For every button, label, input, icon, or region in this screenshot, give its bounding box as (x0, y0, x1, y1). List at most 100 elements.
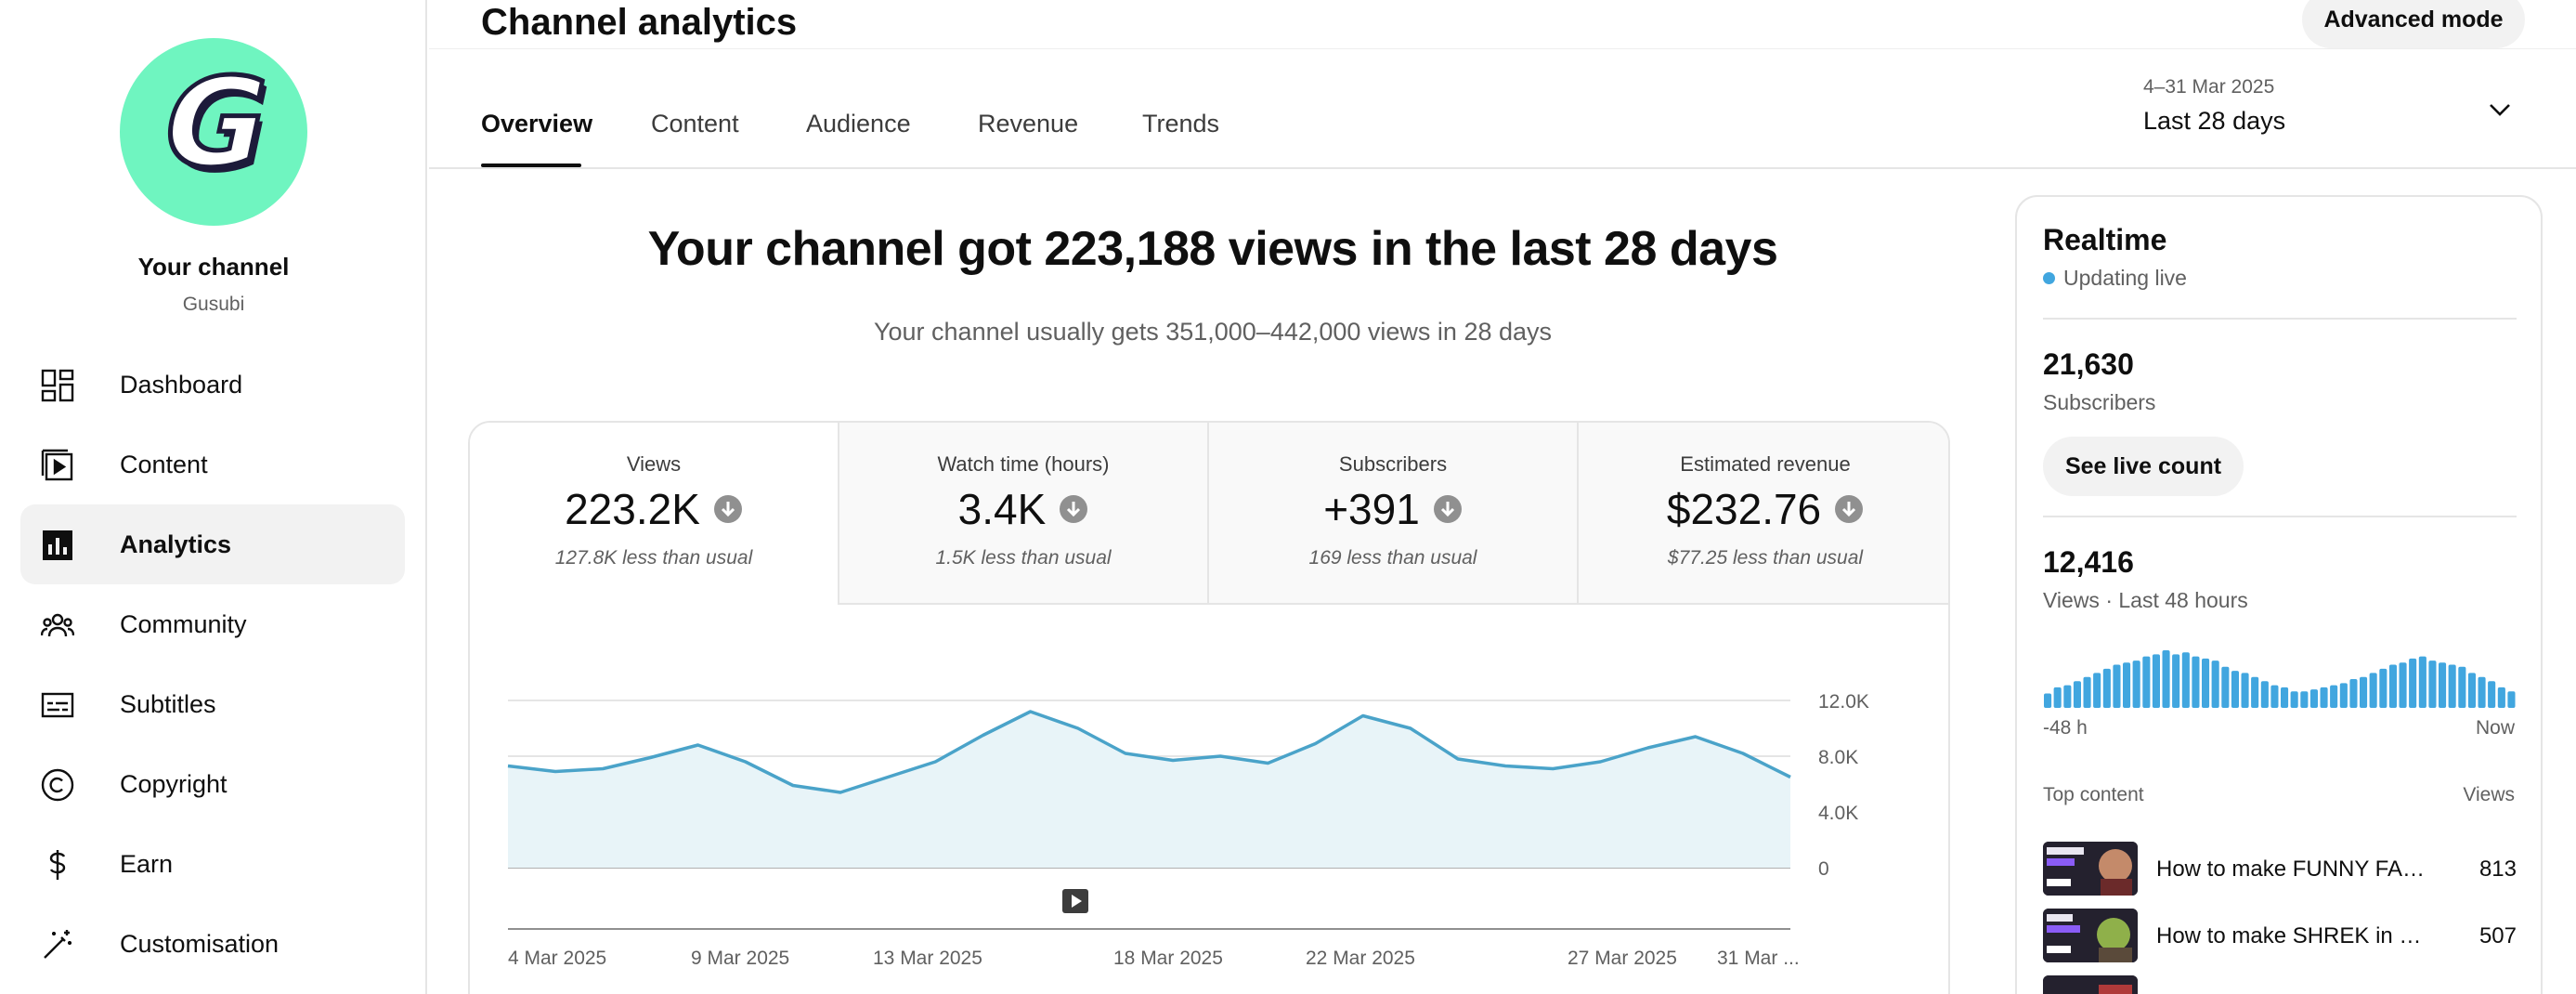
top-content-title: How to make FUNNY FACE... (2156, 857, 2435, 882)
x-tick-label: 4 Mar 2025 (508, 948, 606, 969)
x-tick-label: 31 Mar ... (1717, 948, 1800, 969)
arrow-down-icon (713, 495, 742, 523)
realtime-bar (2231, 671, 2239, 708)
metrics-card: Views 223.2K 127.8K less than usual Watc… (468, 421, 1950, 994)
realtime-bar (2399, 662, 2407, 708)
sidebar-item-community[interactable]: Community (20, 584, 405, 664)
x-tick-label: 22 Mar 2025 (1306, 948, 1415, 969)
y-tick-label: 4.0K (1818, 803, 1858, 824)
dashboard-icon (41, 369, 74, 402)
realtime-bar (2181, 652, 2190, 708)
tab-content[interactable]: Content (651, 110, 739, 137)
chevron-down-icon[interactable] (2487, 97, 2513, 123)
x-tick-label: 9 Mar 2025 (691, 948, 789, 969)
sidebar-item-label: Dashboard (120, 370, 243, 399)
realtime-subscribers-label: Subscribers (2043, 390, 2156, 414)
realtime-bar-chart[interactable] (2043, 634, 2517, 708)
realtime-bar (2388, 664, 2397, 708)
realtime-bar (2330, 685, 2338, 708)
realtime-bar (2488, 681, 2496, 708)
channel-avatar[interactable]: G G (120, 38, 307, 226)
realtime-bar (2418, 656, 2426, 708)
realtime-bar (2428, 660, 2437, 708)
realtime-bar (2221, 666, 2230, 708)
metric-tab-watch-time[interactable]: Watch time (hours) 3.4K 1.5K less than u… (839, 423, 1209, 605)
realtime-bar (2073, 681, 2081, 708)
realtime-bar (2063, 685, 2072, 708)
top-content-views-label: Views (2463, 784, 2515, 805)
tab-overview[interactable]: Overview (481, 110, 593, 137)
tab-audience[interactable]: Audience (806, 110, 911, 137)
realtime-bar (2467, 673, 2476, 708)
realtime-bar (2409, 658, 2417, 708)
realtime-bar (2093, 673, 2101, 708)
channel-handle: Gusubi (182, 294, 245, 315)
sidebar-item-label: Community (120, 609, 247, 638)
realtime-bar (2251, 676, 2259, 708)
y-tick-label: 0 (1818, 858, 1829, 880)
metric-value-row: $232.76 (1579, 484, 1948, 534)
realtime-status: Updating live (2043, 266, 2187, 291)
realtime-bar (2102, 668, 2111, 708)
realtime-bar (2349, 679, 2358, 708)
realtime-bar (2132, 660, 2140, 708)
arrow-down-icon (1835, 495, 1864, 523)
metric-value: 223.2K (565, 485, 700, 533)
realtime-bar (2211, 660, 2219, 708)
video-thumbnail (2043, 909, 2138, 962)
metric-value-row: 223.2K (470, 484, 838, 534)
realtime-card: Realtime Updating live 21,630 Subscriber… (2015, 195, 2543, 994)
copyright-icon (41, 768, 74, 802)
customisation-icon (41, 928, 74, 961)
tab-trends[interactable]: Trends (1142, 110, 1220, 137)
metric-tab-views[interactable]: Views 223.2K 127.8K less than usual (470, 423, 839, 605)
x-tick-label: 13 Mar 2025 (873, 948, 982, 969)
metric-tab-subscribers[interactable]: Subscribers +391 169 less than usual (1209, 423, 1579, 605)
advanced-mode-button[interactable]: Advanced mode (2302, 0, 2525, 48)
realtime-bar (2497, 687, 2505, 708)
sidebar-item-label: Copyright (120, 769, 228, 798)
metric-tab-revenue[interactable]: Estimated revenue $232.76 $77.25 less th… (1579, 423, 1948, 605)
views-line-chart[interactable]: 0 4.0K 8.0K 12.0K 4 Mar 2025 9 Mar 2025 13 Ma… (468, 650, 1950, 994)
sidebar-item-content[interactable]: Content (20, 425, 405, 504)
realtime-bar (2270, 685, 2279, 708)
x-tick-label: 18 Mar 2025 (1113, 948, 1223, 969)
realtime-bar (2192, 656, 2200, 708)
realtime-bar (2241, 673, 2249, 708)
metric-label: Views (626, 452, 682, 476)
realtime-status-text: Updating live (2063, 266, 2187, 290)
svg-text:G: G (150, 52, 280, 194)
sidebar-item-copyright[interactable]: Copyright (20, 744, 405, 824)
earn-icon (41, 848, 74, 882)
play-icon[interactable] (1062, 889, 1088, 913)
divider (2043, 318, 2517, 320)
analytics-icon (41, 529, 74, 562)
tab-revenue[interactable]: Revenue (978, 110, 1079, 137)
top-content-item[interactable]: How to make SHREK in EA ... 507 (2043, 909, 2517, 964)
metric-note: 1.5K less than usual (935, 547, 1112, 569)
top-content-item-partial[interactable] (2043, 975, 2517, 994)
realtime-bar (2369, 673, 2377, 708)
realtime-bar (2458, 666, 2466, 708)
sidebar-item-subtitles[interactable]: Subtitles (20, 664, 405, 744)
tabs-divider (429, 167, 2576, 169)
sidebar-item-label: Earn (120, 849, 174, 878)
top-content-title: How to make SHREK in EA ... (2156, 923, 2435, 948)
summary-headline: Your channel got 223,188 views in the la… (647, 222, 1778, 276)
chart-line (507, 710, 1791, 794)
top-content-item[interactable]: How to make FUNNY FACE... 813 (2043, 842, 2517, 897)
community-icon (41, 608, 74, 642)
realtime-axis-start: -48 h (2043, 717, 2088, 739)
metric-value: $232.76 (1666, 485, 1822, 533)
y-tick-label: 12.0K (1818, 691, 1869, 713)
sidebar-item-earn[interactable]: Earn (20, 824, 405, 904)
see-live-count-button[interactable]: See live count (2043, 437, 2244, 496)
header-divider (429, 48, 2576, 49)
sidebar-item-label: Content (120, 450, 208, 478)
sidebar-item-dashboard[interactable]: Dashboard (20, 345, 405, 425)
video-thumbnail (2043, 842, 2138, 896)
sidebar-item-analytics[interactable]: Analytics (20, 504, 405, 584)
sidebar-item-customisation[interactable]: Customisation (20, 904, 405, 984)
metric-note: $77.25 less than usual (1667, 547, 1864, 569)
metric-value-row: 3.4K (839, 484, 1207, 534)
